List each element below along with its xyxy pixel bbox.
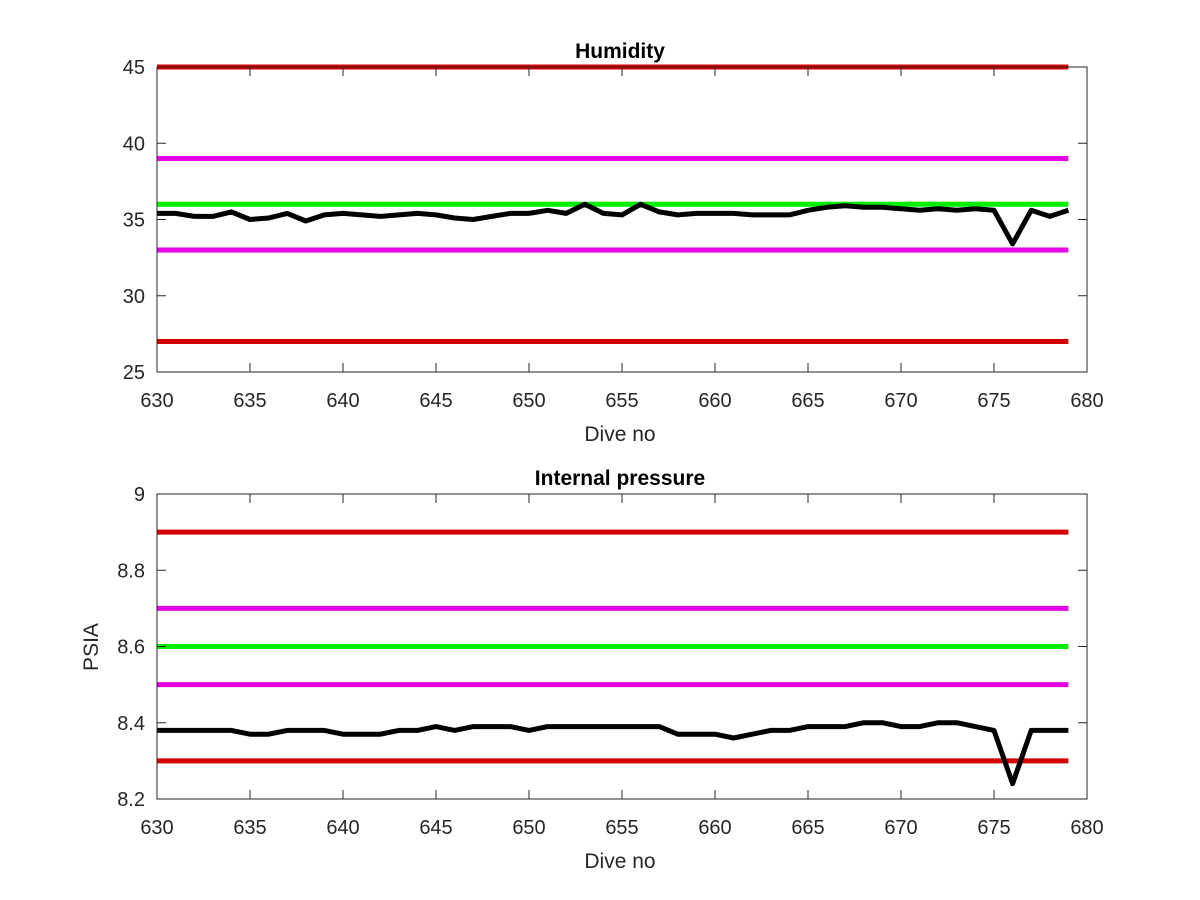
y-tick-label: 8.6	[117, 637, 145, 659]
data-series-line	[157, 201, 1070, 247]
series-layer	[157, 201, 1070, 247]
x-tick-label: 675	[977, 817, 1010, 839]
x-tick-label: 640	[326, 817, 359, 839]
x-tick-label: 635	[233, 817, 266, 839]
threshold-lines	[157, 529, 1069, 764]
x-tick-label: 665	[791, 390, 824, 412]
x-tick-label: 670	[884, 817, 917, 839]
x-tick-label: 650	[512, 817, 545, 839]
x-tick-label: 680	[1070, 390, 1103, 412]
y-tick-label: 8.4	[117, 713, 145, 735]
series-layer	[157, 720, 1069, 787]
x-tick-label: 665	[791, 817, 824, 839]
x-tick-label: 650	[512, 390, 545, 412]
humidity-panel: Humidity 630 635 640 645 650 655 660 665 670 675 6…	[123, 40, 1104, 446]
x-tick-label: 660	[698, 817, 731, 839]
threshold-lines	[157, 64, 1069, 344]
x-tick-label: 675	[977, 390, 1010, 412]
y-axis-label: PSIA	[80, 623, 103, 671]
x-tick-label: 655	[605, 817, 638, 839]
x-tick-label: 655	[605, 390, 638, 412]
x-tick-label: 640	[326, 390, 359, 412]
y-tick-label: 9	[134, 484, 145, 506]
x-tick-label: 645	[419, 817, 452, 839]
y-tick-label: 35	[123, 210, 145, 232]
x-tick-label: 670	[884, 390, 917, 412]
x-tick-label: 630	[140, 817, 173, 839]
data-series-line	[157, 720, 1069, 787]
internal-pressure-panel: Internal pressure 630 635 640 645 650 655 660 6…	[80, 467, 1104, 873]
y-ticks: 25 30 35 40 45	[123, 57, 1087, 384]
x-ticks: 630 635 640 645 650 655 660 665 670 675 680	[140, 67, 1104, 412]
y-tick-label: 25	[123, 362, 145, 384]
y-tick-label: 8.8	[117, 560, 145, 582]
x-tick-label: 635	[233, 390, 266, 412]
x-axis-label: Dive no	[584, 850, 655, 873]
x-tick-label: 645	[419, 390, 452, 412]
x-tick-label: 630	[140, 390, 173, 412]
chart-title: Humidity	[575, 40, 665, 63]
y-tick-label: 8.2	[117, 789, 145, 811]
y-tick-label: 40	[123, 133, 145, 155]
chart-title: Internal pressure	[535, 467, 705, 490]
x-ticks: 630 635 640 645 650 655 660 665 670 675 680	[140, 494, 1104, 839]
x-axis-label: Dive no	[584, 423, 655, 446]
y-tick-label: 30	[123, 286, 145, 308]
x-tick-label: 660	[698, 390, 731, 412]
y-tick-label: 45	[123, 57, 145, 79]
x-tick-label: 680	[1070, 817, 1103, 839]
y-ticks: 8.2 8.4 8.6 8.8 9	[117, 484, 1087, 811]
